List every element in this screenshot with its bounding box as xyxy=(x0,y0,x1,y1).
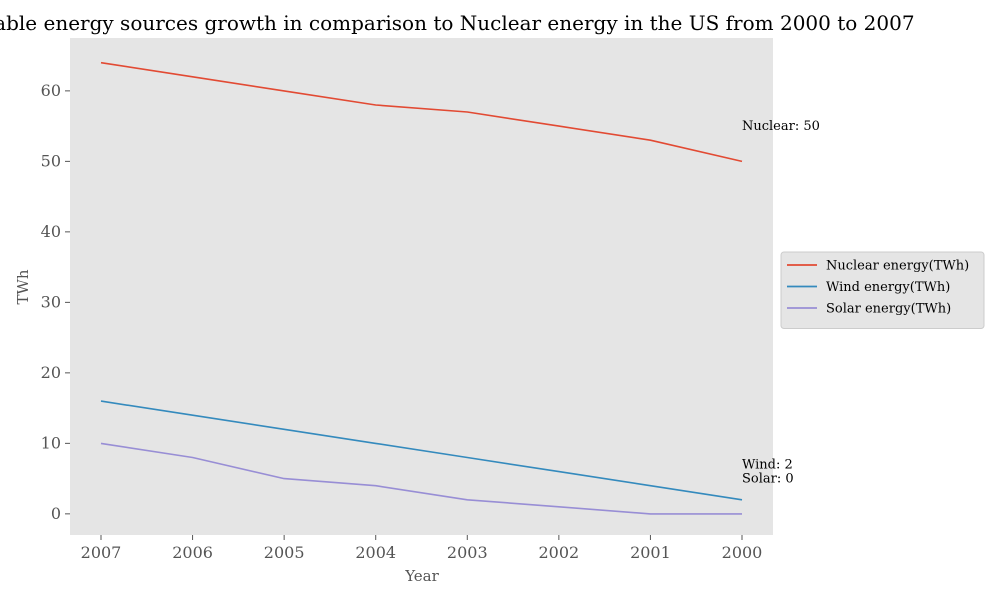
x-tick-label: 2006 xyxy=(172,543,213,562)
y-tick-label: 30 xyxy=(41,292,61,311)
x-tick-label: 2005 xyxy=(264,543,305,562)
series-line xyxy=(100,61,743,163)
annotation: Wind: 2 xyxy=(742,458,793,473)
annotation: Solar: 0 xyxy=(742,472,794,487)
series-line xyxy=(100,400,743,501)
y-tick-label: 20 xyxy=(41,363,61,382)
x-tick-label: 2002 xyxy=(538,543,579,562)
legend-label: Solar energy(TWh) xyxy=(826,302,951,317)
y-tick-label: 50 xyxy=(41,151,61,170)
legend-label: Wind energy(TWh) xyxy=(826,280,950,295)
x-tick-label: 2004 xyxy=(355,543,396,562)
x-tick-label: 2001 xyxy=(630,543,671,562)
legend-box xyxy=(780,251,985,329)
x-tick-label: 2003 xyxy=(447,543,488,562)
x-tick-label: 2000 xyxy=(722,543,763,562)
annotation: Nuclear: 50 xyxy=(742,119,820,134)
y-axis-label: TWh xyxy=(14,269,32,304)
y-tick-label: 40 xyxy=(41,222,61,241)
plot-area xyxy=(70,38,773,535)
y-tick-label: 60 xyxy=(41,81,61,100)
chart-title: Renewable energy sources growth in compa… xyxy=(0,11,915,35)
x-tick-label: 2007 xyxy=(81,543,122,562)
legend: Nuclear energy(TWh) Wind energy(TWh) Solar… xyxy=(780,251,985,329)
y-tick-label: 0 xyxy=(51,504,61,523)
chart-marks: 2007 2006 2005 2004 2003 2002 2001 2000 0 10 20 30 4… xyxy=(41,61,820,562)
x-axis-label: Year xyxy=(404,567,439,585)
y-tick-label: 10 xyxy=(41,433,61,452)
series-line xyxy=(100,442,742,515)
legend-label: Nuclear energy(TWh) xyxy=(826,259,969,274)
